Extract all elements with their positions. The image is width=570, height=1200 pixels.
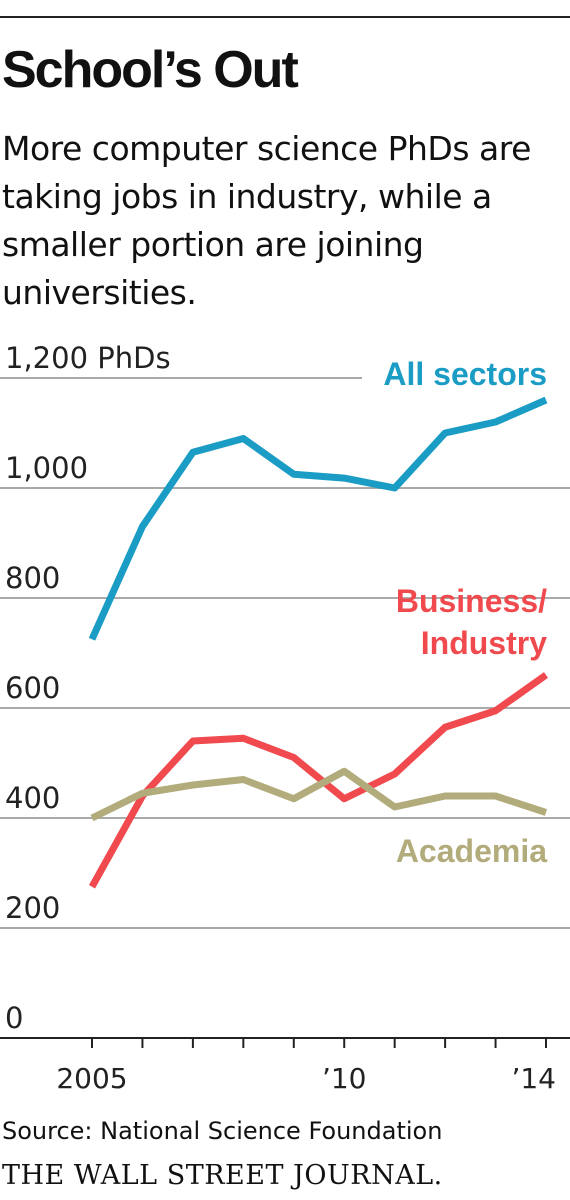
x-axis-tick-labels: 2005 ’10 ’14 [56, 1062, 556, 1095]
y-tick-label: 1,200 PhDs [5, 341, 171, 375]
y-tick-label: 800 [5, 561, 60, 595]
series-label: Industry [421, 625, 547, 661]
x-tick-label: ’14 [511, 1062, 556, 1095]
series-label: Academia [396, 833, 547, 869]
chart-subtitle: More computer science PhDs are taking jo… [2, 129, 531, 312]
x-tick-label: ’10 [322, 1062, 367, 1095]
y-tick-label: 600 [5, 671, 60, 705]
series-labels: All sectors Business/Industry Academia [383, 356, 547, 869]
y-tick-label: 400 [5, 781, 60, 815]
publisher-logo: THE WALL STREET JOURNAL. [2, 1160, 443, 1191]
y-axis-tick-labels: 0 200 400 600 800 1,000 1,200 PhDs [5, 341, 171, 1035]
series-line [90, 767, 548, 822]
x-axis [0, 1037, 570, 1048]
y-tick-label: 0 [5, 1001, 23, 1035]
series-line [88, 672, 549, 889]
y-tick-label: 1,000 [5, 451, 88, 485]
top-rule [0, 16, 570, 18]
series-lines [88, 396, 549, 889]
x-tick-label: 2005 [56, 1062, 127, 1095]
series-label: Business/ [396, 583, 547, 619]
chart-title: School’s Out [2, 41, 299, 99]
series-label: All sectors [383, 356, 547, 392]
series-line [88, 396, 548, 641]
y-tick-label: 200 [5, 891, 60, 925]
source-note: Source: National Science Foundation [2, 1117, 443, 1145]
